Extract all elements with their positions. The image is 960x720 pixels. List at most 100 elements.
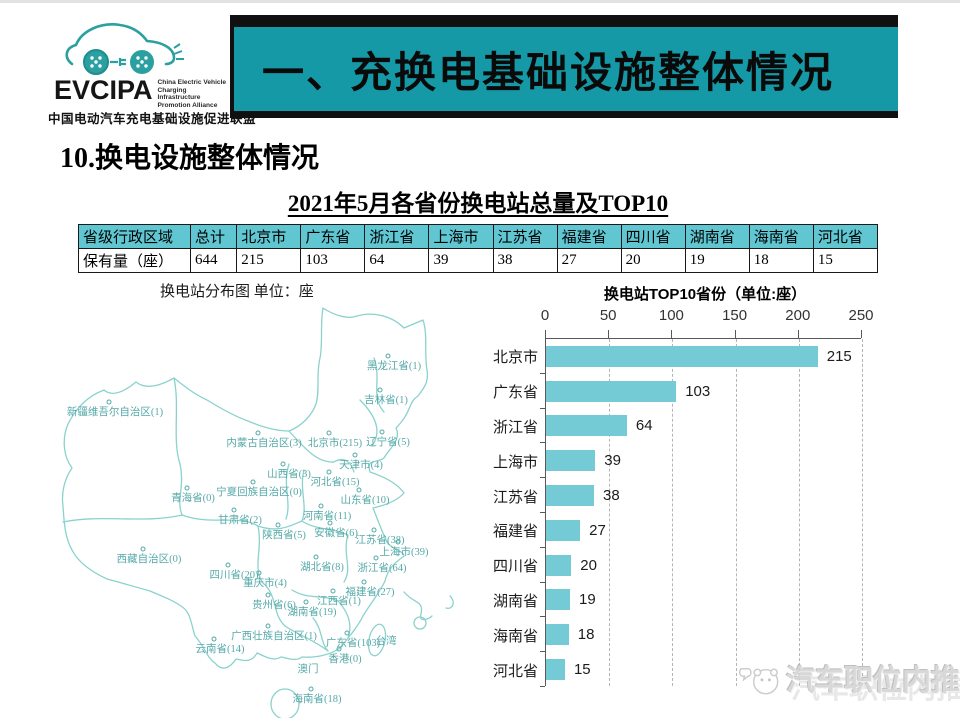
map-capital-marker — [308, 686, 314, 692]
map-capital-marker — [327, 520, 333, 526]
table-cell: 215 — [236, 248, 302, 273]
table-col-header: 江苏省 — [492, 224, 558, 249]
bar-value-label: 103 — [685, 382, 711, 400]
map-province-label: 湖北省(8) — [300, 560, 344, 573]
section-banner-title: 一、充换电基础设施整体情况 — [262, 50, 835, 97]
y-axis-tick — [540, 546, 545, 548]
map-province-label: 浙江省(64) — [358, 561, 407, 574]
map-province-label: 宁夏回族自治区(0) — [216, 485, 302, 498]
map-capital-marker — [373, 555, 379, 561]
table-col-header: 广东省 — [300, 224, 366, 249]
bar — [546, 485, 595, 507]
bar-value-label: 38 — [603, 487, 620, 505]
map-capital-marker — [106, 399, 112, 405]
gridline — [862, 339, 863, 686]
table-col-header: 四川省 — [620, 224, 686, 249]
map-province-label: 海南省(18) — [293, 692, 342, 705]
map-province-label: 青海省(0) — [171, 491, 215, 504]
y-axis-tick — [540, 442, 545, 444]
bar-value-label: 215 — [826, 347, 852, 365]
map-province-label: 上海市(39) — [380, 545, 429, 558]
watermark-text: 汽车职位内推 — [785, 665, 960, 697]
map-capital-marker — [371, 527, 377, 533]
x-tick-mark — [671, 330, 673, 338]
x-tick-mark — [734, 330, 736, 338]
map-province-label: 河南省(11) — [303, 509, 352, 522]
bar — [546, 624, 569, 646]
map-province-label: 陕西省(5) — [262, 528, 306, 541]
map-province-label: 云南省(14) — [196, 642, 245, 655]
x-tick-label: 250 — [848, 307, 874, 324]
bar — [546, 415, 627, 437]
y-axis-tick — [540, 686, 545, 687]
map-province-label: 河北省(15) — [311, 475, 360, 488]
map-capital-marker — [344, 630, 350, 636]
map-capital-marker — [356, 487, 362, 493]
map-province-label: 甘肃省(2) — [218, 513, 262, 526]
map-province-label: 新疆维吾尔自治区(1) — [67, 405, 164, 418]
table-cell: 保有量（座） — [78, 248, 191, 273]
bar — [546, 519, 581, 541]
bar — [546, 589, 571, 611]
map-capital-marker — [265, 623, 271, 629]
gridline — [798, 339, 800, 686]
y-axis-tick — [540, 512, 545, 513]
map-capital-marker — [255, 430, 261, 436]
y-axis-tick — [540, 372, 545, 374]
section-banner: 一、充换电基础设施整体情况 — [230, 15, 898, 118]
bar-category-label: 浙江省 — [492, 420, 538, 436]
bar-row: 27 — [546, 513, 861, 548]
map-province-label: 广东省(103) — [326, 636, 381, 649]
table-cell: 20 — [620, 248, 686, 273]
map-province-label: 贵州省(6) — [252, 598, 296, 611]
bar-row: 103 — [546, 374, 861, 409]
gridline — [735, 339, 737, 686]
bar-row: 15 — [546, 652, 861, 687]
x-tick-mark — [861, 330, 862, 338]
table-cell: 644 — [189, 248, 238, 273]
map-province-label: 香港(0) — [328, 653, 362, 665]
map-capital-marker — [326, 430, 332, 436]
table-cell: 18 — [748, 248, 814, 273]
map-province-label: 北京市(215) — [308, 436, 363, 449]
map-capital-marker — [385, 353, 391, 359]
table-cell: 64 — [364, 248, 430, 273]
bar-row: 19 — [546, 583, 861, 618]
map-capital-marker — [184, 485, 190, 491]
table-cell: 27 — [556, 248, 622, 273]
bar-category-label: 江苏省 — [492, 489, 538, 506]
map-province-label: 四川省(20) — [210, 568, 259, 581]
bar — [546, 659, 565, 681]
x-tick-mark — [608, 330, 610, 338]
bar-row: 39 — [546, 443, 861, 478]
bar-value-label: 20 — [580, 556, 597, 574]
gridline — [609, 339, 611, 686]
map-capital-marker — [379, 429, 385, 435]
chart-plot-area: 215 103 64 39 38 27 20 19 18 15 — [545, 338, 863, 687]
bar — [546, 450, 596, 472]
chart-title: 换电站TOP10省份（单位:座） — [603, 286, 807, 303]
slide-top-edge — [0, 0, 960, 3]
bar-value-label: 15 — [573, 661, 591, 679]
table-cell: 15 — [812, 248, 879, 273]
table-col-header: 海南省 — [748, 224, 814, 249]
y-axis-tick — [540, 581, 545, 583]
map-province-label: 天津市(4) — [339, 458, 383, 471]
map-capital-marker — [395, 539, 401, 545]
bar-value-label: 18 — [577, 626, 595, 644]
map-province-label: 江西省(1) — [317, 594, 361, 607]
map-capital-marker — [231, 507, 237, 513]
bar-category-label: 福建省 — [492, 524, 538, 541]
map-province-label: 辽宁省(5) — [366, 435, 410, 448]
map-capital-marker — [352, 452, 358, 458]
map-capital-marker — [303, 599, 309, 605]
map-province-label: 台湾 — [376, 634, 397, 647]
bar-row: 18 — [546, 617, 861, 652]
y-axis-tick — [540, 477, 545, 479]
map-province-label: 吉林省(1) — [364, 393, 408, 406]
gridline — [672, 339, 674, 686]
map-capital-marker — [275, 522, 281, 528]
bar-row: 20 — [546, 548, 861, 583]
x-tick-label: 0 — [540, 307, 550, 324]
map-capital-marker — [265, 592, 271, 598]
